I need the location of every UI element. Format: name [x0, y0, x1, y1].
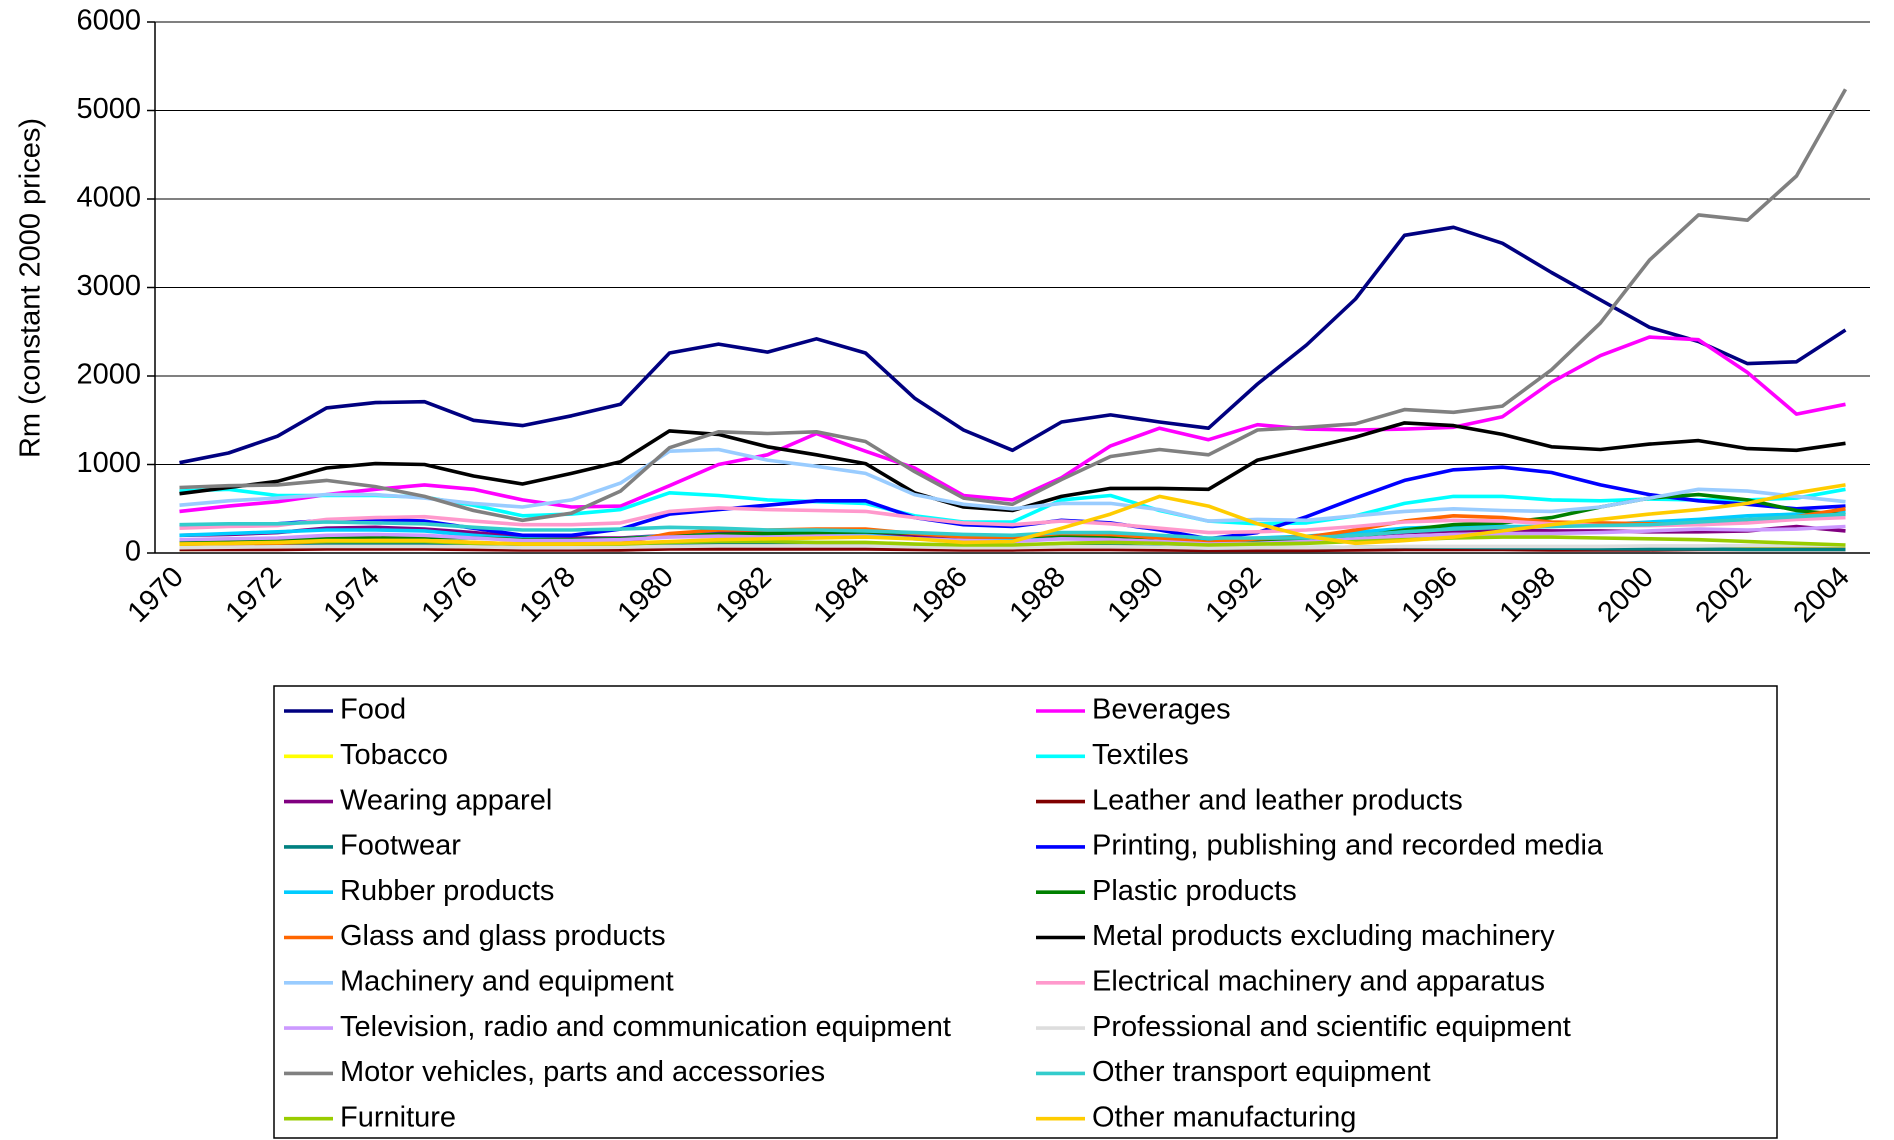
legend-label: Metal products excluding machinery	[1092, 920, 1555, 952]
x-tick-label: 1976	[416, 561, 484, 629]
x-tick-label: 2000	[1592, 561, 1660, 629]
x-tick-label: 1972	[220, 561, 288, 629]
x-tick-label: 1988	[1004, 561, 1072, 629]
x-tick-label: 1970	[122, 561, 190, 629]
legend-label: Leather and leather products	[1092, 784, 1463, 816]
legend-label: Food	[340, 694, 406, 726]
x-tick-label: 1992	[1200, 561, 1268, 629]
x-tick-label: 1998	[1494, 561, 1562, 629]
legend-label: Tobacco	[340, 739, 448, 771]
legend-label: Glass and glass products	[340, 920, 666, 952]
legend-label: Printing, publishing and recorded media	[1092, 830, 1604, 862]
y-tick-label: 0	[125, 536, 141, 568]
x-tick-label: 1984	[808, 561, 876, 629]
legend-label: Motor vehicles, parts and accessories	[340, 1056, 825, 1088]
x-tick-label: 2002	[1690, 561, 1758, 629]
x-tick-label: 1982	[710, 561, 778, 629]
series-line	[179, 225, 1847, 465]
x-tick-label: 1994	[1298, 561, 1366, 629]
y-tick-label: 6000	[76, 5, 141, 37]
legend-label: Textiles	[1092, 739, 1189, 771]
legend-label: Professional and scientific equipment	[1092, 1011, 1571, 1043]
legend-label: Beverages	[1092, 694, 1231, 726]
x-tick-label: 1980	[612, 561, 680, 629]
series-line	[179, 335, 1846, 514]
legend-label: Plastic products	[1092, 875, 1297, 907]
series-line	[179, 543, 1846, 550]
series-line	[179, 512, 1846, 540]
y-tick-label: 4000	[76, 182, 141, 214]
legend-label: Television, radio and communication equi…	[340, 1011, 951, 1043]
x-tick-label: 2004	[1788, 561, 1856, 629]
y-axis-label: Rm (constant 2000 prices)	[15, 118, 47, 458]
legend-label: Machinery and equipment	[340, 965, 674, 997]
x-tick-label: 1986	[906, 561, 974, 629]
legend-label: Other manufacturing	[1092, 1101, 1356, 1133]
x-tick-label: 1974	[318, 561, 386, 629]
series-line	[179, 88, 1848, 523]
legend-label: Furniture	[340, 1101, 456, 1133]
legend-frame	[273, 685, 1778, 1139]
legend-label: Wearing apparel	[340, 784, 552, 816]
x-tick-label: 1990	[1102, 561, 1170, 629]
series-line	[179, 447, 1846, 523]
y-tick-label: 2000	[76, 359, 141, 391]
series-line	[179, 483, 1846, 546]
legend-label: Rubber products	[340, 875, 554, 907]
y-tick-label: 5000	[76, 93, 141, 125]
x-tick-label: 1996	[1396, 561, 1464, 629]
legend-label: Footwear	[340, 830, 461, 862]
y-tick-label: 3000	[76, 270, 141, 302]
legend-label: Other transport equipment	[1092, 1056, 1431, 1088]
y-tick-label: 1000	[76, 447, 141, 479]
x-tick-label: 1978	[514, 561, 582, 629]
legend-label: Electrical machinery and apparatus	[1092, 965, 1545, 997]
